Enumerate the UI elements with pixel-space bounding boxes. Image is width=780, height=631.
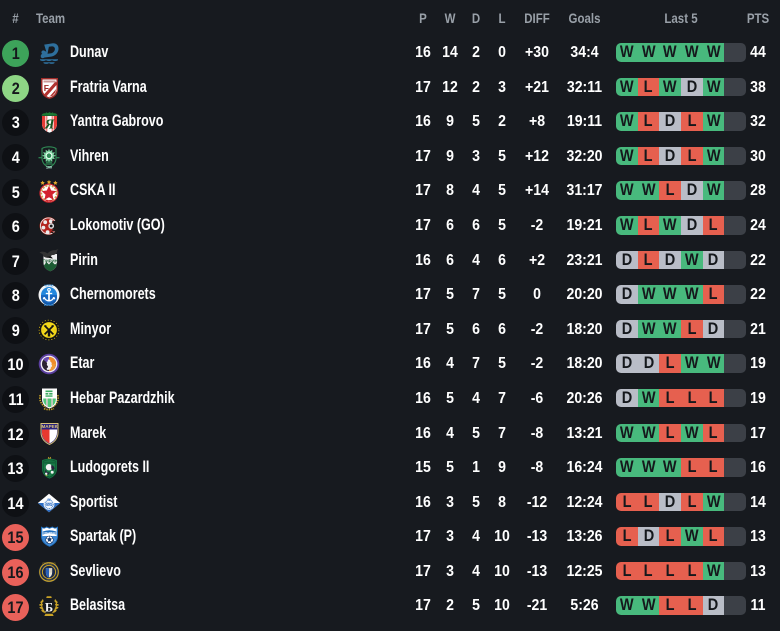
svg-text:МАРЕК: МАРЕК	[41, 424, 57, 429]
svg-text:ПИРИН: ПИРИН	[43, 258, 58, 263]
svg-text:1918: 1918	[46, 579, 52, 582]
svg-text:F: F	[44, 82, 49, 92]
svg-text:БУРГАС: БУРГАС	[44, 303, 54, 307]
svg-text:Б: Б	[45, 601, 53, 615]
svg-text:СПОРТ: СПОРТ	[44, 502, 53, 506]
svg-text:100: 100	[46, 165, 52, 169]
svg-text:ЧЕРНО: ЧЕРНО	[44, 283, 53, 287]
svg-text:Я: Я	[44, 117, 55, 132]
svg-text:СПАРТАК: СПАРТАК	[43, 531, 56, 535]
svg-text:ФК: ФК	[47, 497, 51, 501]
svg-text:СЕВЛИЕВО: СЕВЛИЕВО	[42, 562, 55, 565]
